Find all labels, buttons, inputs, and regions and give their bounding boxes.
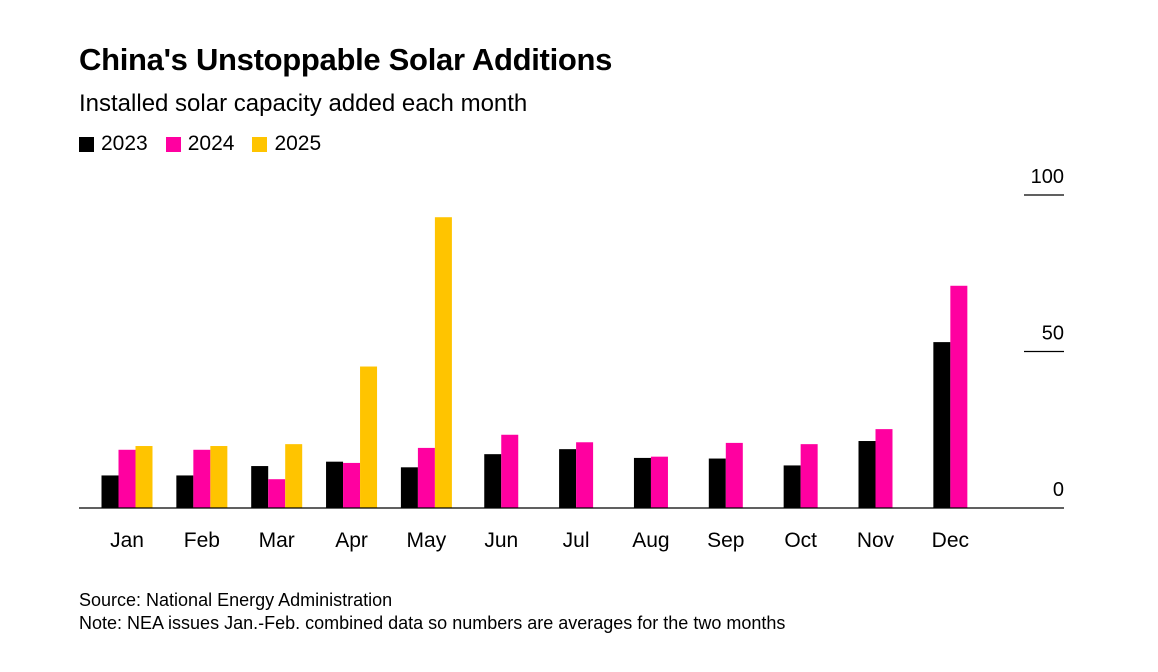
x-tick-label-jun: Jun [484, 529, 518, 552]
legend-item-2024: 2024 [165, 132, 235, 156]
bar-feb-2023 [176, 475, 194, 508]
x-tick-label-oct: Oct [784, 529, 817, 552]
bar-dec-2024 [950, 285, 968, 508]
y-tick-label-0: 0 [1053, 479, 1064, 501]
bar-jul-2024 [576, 442, 594, 508]
bar-mar-2025 [285, 444, 303, 508]
legend-item-2023: 2023 [79, 132, 148, 156]
bar-may-2025 [434, 217, 452, 508]
bar-nov-2023 [858, 441, 876, 508]
bar-jul-2023 [559, 449, 577, 508]
bar-aug-2023 [633, 457, 651, 508]
bar-apr-2025 [360, 366, 378, 508]
x-tick-label-feb: Feb [184, 529, 220, 552]
bar-sep-2023 [708, 458, 726, 508]
bar-feb-2024 [193, 449, 211, 508]
legend-label-2024: 2024 [187, 132, 235, 155]
legend-label-2023: 2023 [101, 132, 148, 155]
bar-sep-2024 [725, 442, 743, 508]
x-tick-label-dec: Dec [932, 529, 969, 552]
bar-nov-2024 [875, 429, 893, 508]
data-note: Note: NEA issues Jan.-Feb. combined data… [79, 613, 786, 633]
x-tick-label-aug: Aug [632, 529, 669, 552]
x-tick-label-jul: Jul [563, 529, 590, 552]
legend-swatch-2024 [165, 136, 181, 152]
bar-jun-2024 [501, 434, 519, 508]
y-tick-label-100: 100 [1031, 166, 1064, 188]
bar-aug-2024 [650, 456, 668, 508]
x-tick-label-nov: Nov [857, 529, 895, 552]
x-tick-label-jan: Jan [110, 529, 144, 552]
bar-jan-2025 [135, 446, 153, 508]
x-tick-label-mar: Mar [259, 529, 295, 552]
bar-jun-2023 [484, 454, 502, 508]
legend-label-2025: 2025 [274, 132, 322, 155]
x-tick-label-sep: Sep [707, 529, 744, 552]
bar-dec-2023 [933, 342, 951, 508]
bar-oct-2024 [800, 444, 818, 508]
x-tick-label-may: May [407, 529, 447, 552]
y-tick-label-50: 50 [1042, 323, 1064, 345]
bar-oct-2023 [783, 465, 801, 508]
legend-item-2025: 2025 [252, 132, 321, 156]
legend-swatch-2025 [252, 136, 268, 152]
legend-swatch-2023 [79, 136, 94, 152]
legend: 2023 2024 2025 [79, 132, 339, 156]
bar-apr-2024 [343, 462, 361, 508]
bar-may-2023 [400, 467, 418, 508]
chart-title: China's Unstoppable Solar Additions [79, 42, 613, 77]
bar-mar-2023 [251, 466, 269, 508]
bar-apr-2023 [326, 461, 344, 508]
source-note: Source: National Energy Administration [79, 590, 393, 610]
bar-jan-2023 [101, 475, 119, 508]
chart-subtitle: Installed solar capacity added each mont… [79, 90, 528, 117]
bar-may-2024 [417, 447, 435, 508]
bar-feb-2025 [210, 446, 228, 508]
x-tick-label-apr: Apr [335, 529, 368, 552]
bar-jan-2024 [118, 449, 136, 508]
bar-mar-2024 [268, 479, 286, 508]
